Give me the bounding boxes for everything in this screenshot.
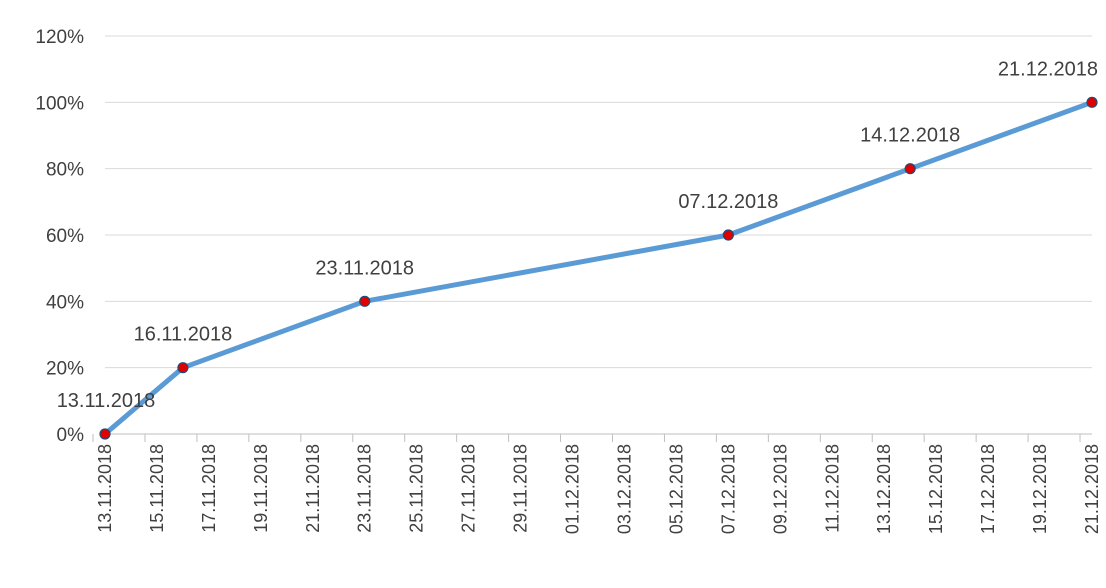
data-point [177,362,189,374]
x-tick-label: 17.11.2018 [199,444,219,533]
x-axis-tick-labels: 13.11.2018 15.11.2018 17.11.2018 19.11.2018… [95,444,1102,534]
x-tick-label: 25.11.2018 [407,444,427,533]
x-tick-label: 15.11.2018 [147,444,167,533]
data-label: 14.12.2018 [860,125,960,147]
x-tick-label: 19.12.2018 [1030,444,1050,534]
x-tick-label: 03.12.2018 [614,444,634,534]
series-line [102,99,1095,437]
x-tick-label: 15.12.2018 [926,444,946,534]
y-axis-tick-labels: 0% 20% 40% 60% 80% 100% 120% [35,27,84,446]
y-tick-label: 40% [46,292,84,313]
x-tick-label: 05.12.2018 [666,444,686,534]
data-point [1086,96,1098,108]
y-tick-label: 60% [46,226,84,247]
x-tick-label: 23.11.2018 [355,444,375,533]
x-tick-label: 19.11.2018 [251,444,271,533]
x-tick-label: 13.11.2018 [95,444,115,533]
x-tick-label: 21.12.2018 [1082,444,1102,534]
series-line-group [102,99,1095,437]
x-tick-label: 09.12.2018 [770,444,790,534]
data-label: 23.11.2018 [315,257,414,279]
y-tick-label: 0% [57,425,85,446]
x-tick-label: 27.11.2018 [459,444,479,533]
x-tick-label: 07.12.2018 [718,444,738,534]
y-tick-label: 80% [46,160,84,181]
x-tick-label: 17.12.2018 [978,444,998,534]
axes [92,433,1092,442]
x-tick-label: 29.11.2018 [511,444,531,533]
y-tick-label: 100% [35,93,84,114]
data-label: 07.12.2018 [678,191,778,213]
x-tick-label: 21.11.2018 [303,444,323,533]
x-tick-label: 11.12.2018 [822,444,842,533]
y-tick-label: 20% [46,359,84,380]
data-label: 13.11.2018 [57,390,156,412]
data-point [722,229,734,241]
data-markers [99,96,1098,440]
data-point [359,295,371,307]
data-point [99,428,111,440]
y-tick-label: 120% [35,27,84,48]
x-tick-label: 13.12.2018 [874,444,894,534]
data-point [904,163,916,175]
x-tick-label: 01.12.2018 [563,444,583,534]
gridlines [105,35,1092,369]
data-label: 21.12.2018 [998,58,1098,80]
data-label: 16.11.2018 [134,324,233,346]
data-labels: 13.11.2018 16.11.2018 23.11.2018 07.12.2018… [57,58,1098,412]
